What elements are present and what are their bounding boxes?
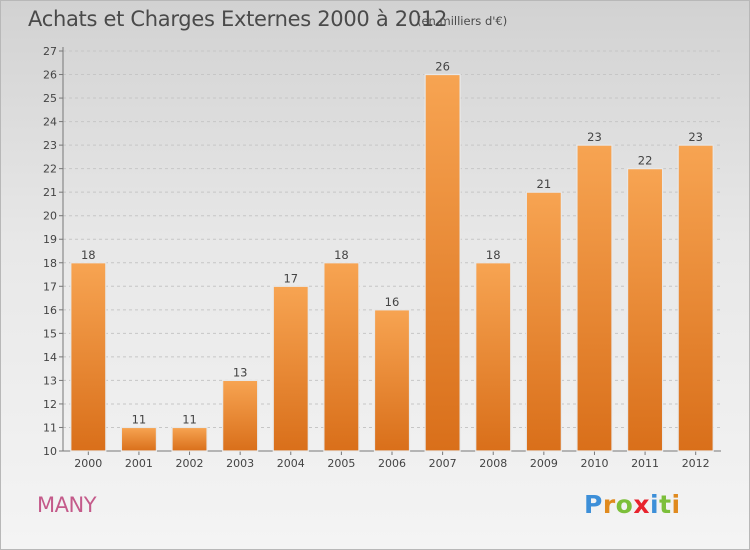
bar bbox=[576, 144, 613, 452]
x-tick-label: 2010 bbox=[580, 457, 608, 470]
x-tick-label: 2003 bbox=[226, 457, 254, 470]
x-tick-label: 2012 bbox=[682, 457, 710, 470]
logo-letter: P bbox=[584, 490, 603, 519]
x-tick-label: 2008 bbox=[479, 457, 507, 470]
y-tick-label: 27 bbox=[43, 45, 57, 58]
x-tick-label: 2009 bbox=[530, 457, 558, 470]
bar-value-label: 21 bbox=[537, 177, 552, 191]
x-tick-label: 2002 bbox=[176, 457, 204, 470]
y-tick-label: 11 bbox=[43, 421, 57, 434]
bar-value-label: 23 bbox=[688, 130, 703, 144]
bar bbox=[373, 309, 411, 452]
logo-letter: i bbox=[671, 490, 681, 519]
x-tick-labels: 2000 2001 2002 2003 2004 2005 2006 2007 2008 2009… bbox=[74, 457, 709, 470]
y-tick-labels: 10 11 12 13 14 15 16 17 18 19 20 21 22 23 24 25 26 27 bbox=[43, 45, 57, 458]
bar-value-label: 22 bbox=[638, 154, 653, 168]
bar-value-label: 11 bbox=[132, 412, 147, 426]
bar-value-label: 18 bbox=[81, 248, 96, 262]
x-tick-label: 2006 bbox=[378, 457, 406, 470]
bar bbox=[626, 168, 664, 452]
y-tick-label: 17 bbox=[43, 280, 57, 293]
y-tick-label: 13 bbox=[43, 374, 57, 387]
x-tick-label: 2004 bbox=[277, 457, 305, 470]
bar-value-label: 13 bbox=[233, 365, 248, 379]
bar-value-label: 17 bbox=[283, 271, 298, 285]
y-tick-label: 25 bbox=[43, 92, 57, 105]
y-tick-label: 16 bbox=[43, 304, 57, 317]
bar bbox=[70, 262, 107, 452]
y-tick-label: 26 bbox=[43, 69, 57, 82]
y-tick-label: 23 bbox=[43, 139, 57, 152]
y-tick-label: 10 bbox=[43, 445, 57, 458]
data-labels: 18 11 11 13 17 18 16 26 18 21 23 22 23 bbox=[81, 60, 703, 427]
bar-value-label: 16 bbox=[385, 295, 400, 309]
bar-value-label: 18 bbox=[334, 248, 349, 262]
logo-letter: i bbox=[650, 490, 660, 519]
chart-title: Achats et Charges Externes 2000 à 2012 bbox=[28, 7, 448, 31]
x-tick-label: 2011 bbox=[631, 457, 659, 470]
x-tick-label: 2005 bbox=[327, 457, 355, 470]
bar-value-label: 26 bbox=[435, 60, 450, 74]
y-tick-label: 21 bbox=[43, 186, 57, 199]
y-tick-label: 18 bbox=[43, 257, 57, 270]
logo-letter: o bbox=[615, 490, 634, 519]
x-tick-label: 2001 bbox=[125, 457, 153, 470]
bar bbox=[323, 262, 360, 452]
commune-name: MANY bbox=[37, 493, 97, 517]
bar bbox=[120, 426, 158, 452]
chart-subtitle: (en milliers d'€) bbox=[417, 14, 508, 28]
bar bbox=[272, 285, 309, 452]
bar-value-label: 23 bbox=[587, 130, 602, 144]
y-tick-label: 12 bbox=[43, 398, 57, 411]
bar-value-label: 11 bbox=[182, 412, 197, 426]
y-tick-label: 22 bbox=[43, 163, 57, 176]
proxiti-logo[interactable]: Proxiti bbox=[584, 490, 681, 519]
bar-value-label: 18 bbox=[486, 248, 501, 262]
x-tick-label: 2007 bbox=[429, 457, 457, 470]
y-tick-label: 19 bbox=[43, 233, 57, 246]
bar bbox=[677, 144, 714, 452]
y-tick-label: 24 bbox=[43, 116, 57, 129]
logo-letter: r bbox=[602, 490, 616, 519]
bars bbox=[70, 73, 714, 452]
logo-letter: x bbox=[633, 490, 650, 519]
logo-letter: t bbox=[659, 490, 672, 519]
bar bbox=[222, 379, 259, 452]
x-tick-label: 2000 bbox=[74, 457, 102, 470]
bar bbox=[424, 73, 461, 452]
bar bbox=[475, 262, 512, 452]
y-tick-label: 14 bbox=[43, 351, 57, 364]
bar bbox=[525, 191, 562, 452]
y-tick-label: 15 bbox=[43, 327, 57, 340]
bar bbox=[171, 426, 208, 452]
y-tick-label: 20 bbox=[43, 210, 57, 223]
